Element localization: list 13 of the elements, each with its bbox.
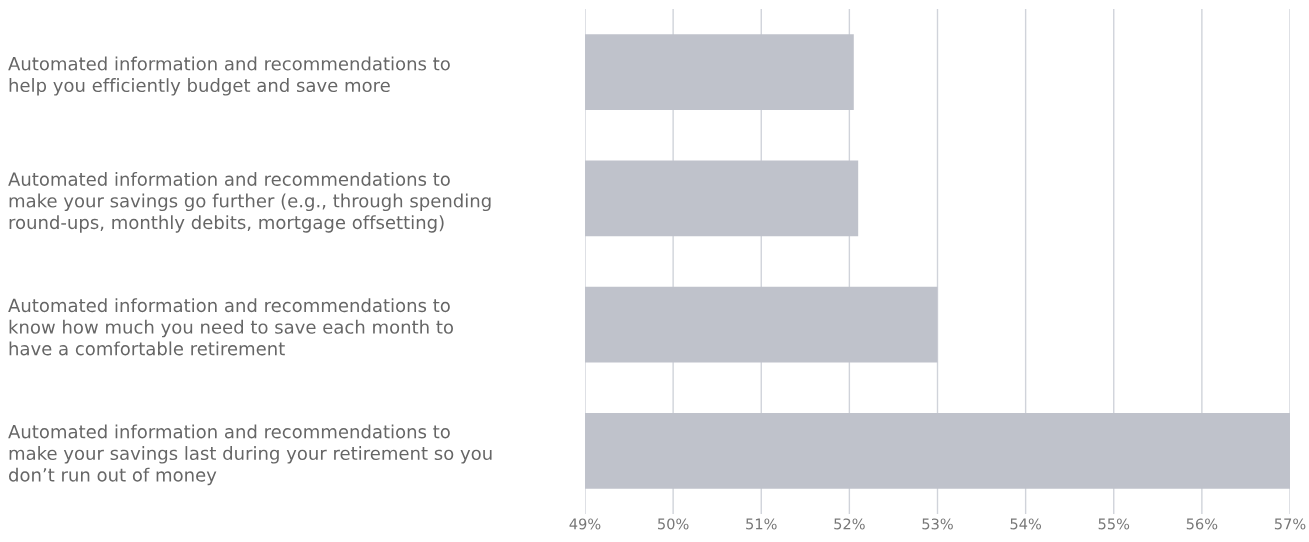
x-tick-label: 50% — [658, 518, 689, 530]
y-tick-label: Automated information and recommendations to help you efficiently budget and save more — [8, 56, 450, 96]
y-tick-label: Automated information and recommendations to know how much you need to save each month to have a comfortable retirement — [8, 298, 453, 356]
x-tick-label: 56% — [1186, 518, 1218, 530]
x-tick-label: 53% — [922, 518, 953, 530]
x-tick-label: 51% — [746, 518, 777, 530]
x-tick-label: 52% — [834, 518, 865, 530]
x-tick-label: 57% — [1274, 518, 1306, 530]
x-tick-label: 54% — [1010, 518, 1042, 530]
y-tick-label: Automated information and recommendations to make your savings last during your retirement so you don’t run out of money — [8, 424, 492, 486]
x-tick-label: 55% — [1098, 518, 1130, 530]
x-tick-label: 49% — [569, 518, 601, 530]
y-tick-label: Automated information and recommendations to make your savings go further (e.g., through spending round-ups, monthly debits, mortgage offsetting) — [8, 171, 491, 233]
